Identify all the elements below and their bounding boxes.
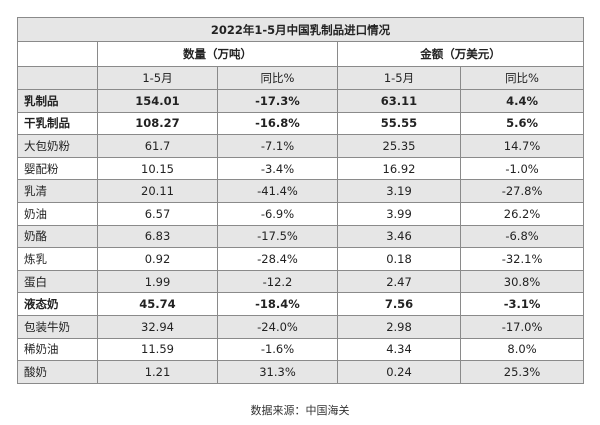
quantity-cell: 108.27 — [97, 111, 218, 136]
product-name-cell: 酸奶 — [17, 360, 98, 384]
amount-group-header: 金额（万美元） — [336, 41, 585, 67]
table-row: 稀奶油 11.59 -1.6% 4.34 8.0% — [17, 337, 585, 362]
amount-cell: 55.55 — [337, 111, 461, 136]
dairy-import-table: 2022年1-5月中国乳制品进口情况 数量（万吨） 金额（万美元） 1-5月 同… — [16, 17, 585, 384]
amount-cell: 63.11 — [337, 89, 461, 113]
table-body: 乳制品 154.01 -17.3% 63.11 4.4% 干乳制品 108.27 -16.8%… — [17, 89, 585, 384]
quantity-yoy-cell: -24.0% — [217, 314, 338, 339]
quantity-cell: 20.11 — [97, 179, 218, 203]
product-name-cell: 乳制品 — [17, 89, 98, 113]
amount-yoy-cell: 8.0% — [459, 337, 585, 362]
quantity-period-header: 1-5月 — [97, 66, 218, 90]
table-title-row: 2022年1-5月中国乳制品进口情况 — [16, 17, 585, 42]
amount-cell: 2.98 — [337, 314, 461, 339]
product-name-cell: 包装牛奶 — [17, 314, 98, 339]
quantity-yoy-cell: 31.3% — [217, 360, 338, 384]
table-row: 炼乳 0.92 -28.4% 0.18 -32.1% — [17, 247, 585, 271]
quantity-cell: 1.99 — [97, 269, 218, 294]
table-row: 乳制品 154.01 -17.3% 63.11 4.4% — [17, 89, 585, 113]
quantity-yoy-cell: -6.9% — [217, 201, 338, 226]
quantity-cell: 11.59 — [97, 337, 218, 362]
amount-yoy-cell: -32.1% — [459, 247, 585, 271]
header-corner-cell — [17, 41, 98, 67]
amount-yoy-cell: 30.8% — [459, 269, 585, 294]
table-row: 乳清 20.11 -41.4% 3.19 -27.8% — [17, 179, 585, 203]
quantity-yoy-cell: -16.8% — [217, 111, 338, 136]
import-table-container: 2022年1-5月中国乳制品进口情况 数量（万吨） 金额（万美元） 1-5月 同… — [16, 17, 585, 384]
amount-yoy-cell: -3.1% — [459, 292, 585, 316]
quantity-yoy-cell: -1.6% — [217, 337, 338, 362]
table-row: 大包奶粉 61.7 -7.1% 25.35 14.7% — [17, 134, 585, 158]
amount-yoy-cell: -6.8% — [459, 224, 585, 249]
table-row: 酸奶 1.21 31.3% 0.24 25.3% — [17, 360, 585, 384]
header-corner-cell — [17, 66, 98, 90]
amount-cell: 0.24 — [337, 360, 461, 384]
quantity-cell: 6.83 — [97, 224, 218, 249]
amount-yoy-cell: 5.6% — [459, 111, 585, 136]
amount-yoy-cell: 14.7% — [459, 134, 585, 158]
sub-header-row: 1-5月 同比% 1-5月 同比% — [17, 66, 585, 90]
quantity-yoy-cell: -28.4% — [217, 247, 338, 271]
amount-cell: 3.99 — [337, 201, 461, 226]
table-row: 包装牛奶 32.94 -24.0% 2.98 -17.0% — [17, 314, 585, 339]
quantity-cell: 6.57 — [97, 201, 218, 226]
amount-cell: 3.46 — [337, 224, 461, 249]
table-row: 奶油 6.57 -6.9% 3.99 26.2% — [17, 201, 585, 226]
table-row: 蛋白 1.99 -12.2 2.47 30.8% — [17, 269, 585, 294]
product-name-cell: 炼乳 — [17, 247, 98, 271]
amount-yoy-cell: 26.2% — [459, 201, 585, 226]
amount-yoy-cell: -17.0% — [459, 314, 585, 339]
quantity-yoy-cell: -17.5% — [217, 224, 338, 249]
amount-cell: 7.56 — [337, 292, 461, 316]
quantity-cell: 32.94 — [97, 314, 218, 339]
quantity-yoy-cell: -17.3% — [217, 89, 338, 113]
amount-cell: 0.18 — [337, 247, 461, 271]
quantity-cell: 10.15 — [97, 156, 218, 181]
quantity-yoy-cell: -3.4% — [217, 156, 338, 181]
table-row: 液态奶 45.74 -18.4% 7.56 -3.1% — [17, 292, 585, 316]
product-name-cell: 乳清 — [17, 179, 98, 203]
source-note: 数据来源：中国海关 — [250, 404, 350, 417]
amount-period-header: 1-5月 — [337, 66, 461, 90]
amount-cell: 4.34 — [337, 337, 461, 362]
table-title: 2022年1-5月中国乳制品进口情况 — [16, 17, 585, 42]
amount-yoy-cell: 25.3% — [459, 360, 585, 384]
product-name-cell: 蛋白 — [17, 269, 98, 294]
product-name-cell: 液态奶 — [17, 292, 98, 316]
quantity-cell: 0.92 — [97, 247, 218, 271]
amount-cell: 3.19 — [337, 179, 461, 203]
product-name-cell: 奶油 — [17, 201, 98, 226]
quantity-yoy-cell: -41.4% — [217, 179, 338, 203]
product-name-cell: 婴配粉 — [17, 156, 98, 181]
amount-yoy-cell: 4.4% — [459, 89, 585, 113]
table-row: 婴配粉 10.15 -3.4% 16.92 -1.0% — [17, 156, 585, 181]
amount-cell: 25.35 — [337, 134, 461, 158]
quantity-yoy-cell: -18.4% — [217, 292, 338, 316]
amount-cell: 16.92 — [337, 156, 461, 181]
quantity-group-header: 数量（万吨） — [97, 41, 338, 67]
group-header-row: 数量（万吨） 金额（万美元） — [17, 41, 585, 67]
quantity-cell: 154.01 — [97, 89, 218, 113]
product-name-cell: 大包奶粉 — [17, 134, 98, 158]
quantity-yoy-header: 同比% — [217, 66, 338, 90]
quantity-cell: 45.74 — [97, 292, 218, 316]
amount-yoy-cell: -1.0% — [459, 156, 585, 181]
quantity-cell: 1.21 — [97, 360, 218, 384]
quantity-cell: 61.7 — [97, 134, 218, 158]
amount-yoy-header: 同比% — [459, 66, 585, 90]
product-name-cell: 干乳制品 — [17, 111, 98, 136]
product-name-cell: 奶酪 — [17, 224, 98, 249]
amount-cell: 2.47 — [337, 269, 461, 294]
table-row: 奶酪 6.83 -17.5% 3.46 -6.8% — [17, 224, 585, 249]
quantity-yoy-cell: -12.2 — [217, 269, 338, 294]
table-row: 干乳制品 108.27 -16.8% 55.55 5.6% — [17, 111, 585, 136]
quantity-yoy-cell: -7.1% — [217, 134, 338, 158]
amount-yoy-cell: -27.8% — [459, 179, 585, 203]
product-name-cell: 稀奶油 — [17, 337, 98, 362]
